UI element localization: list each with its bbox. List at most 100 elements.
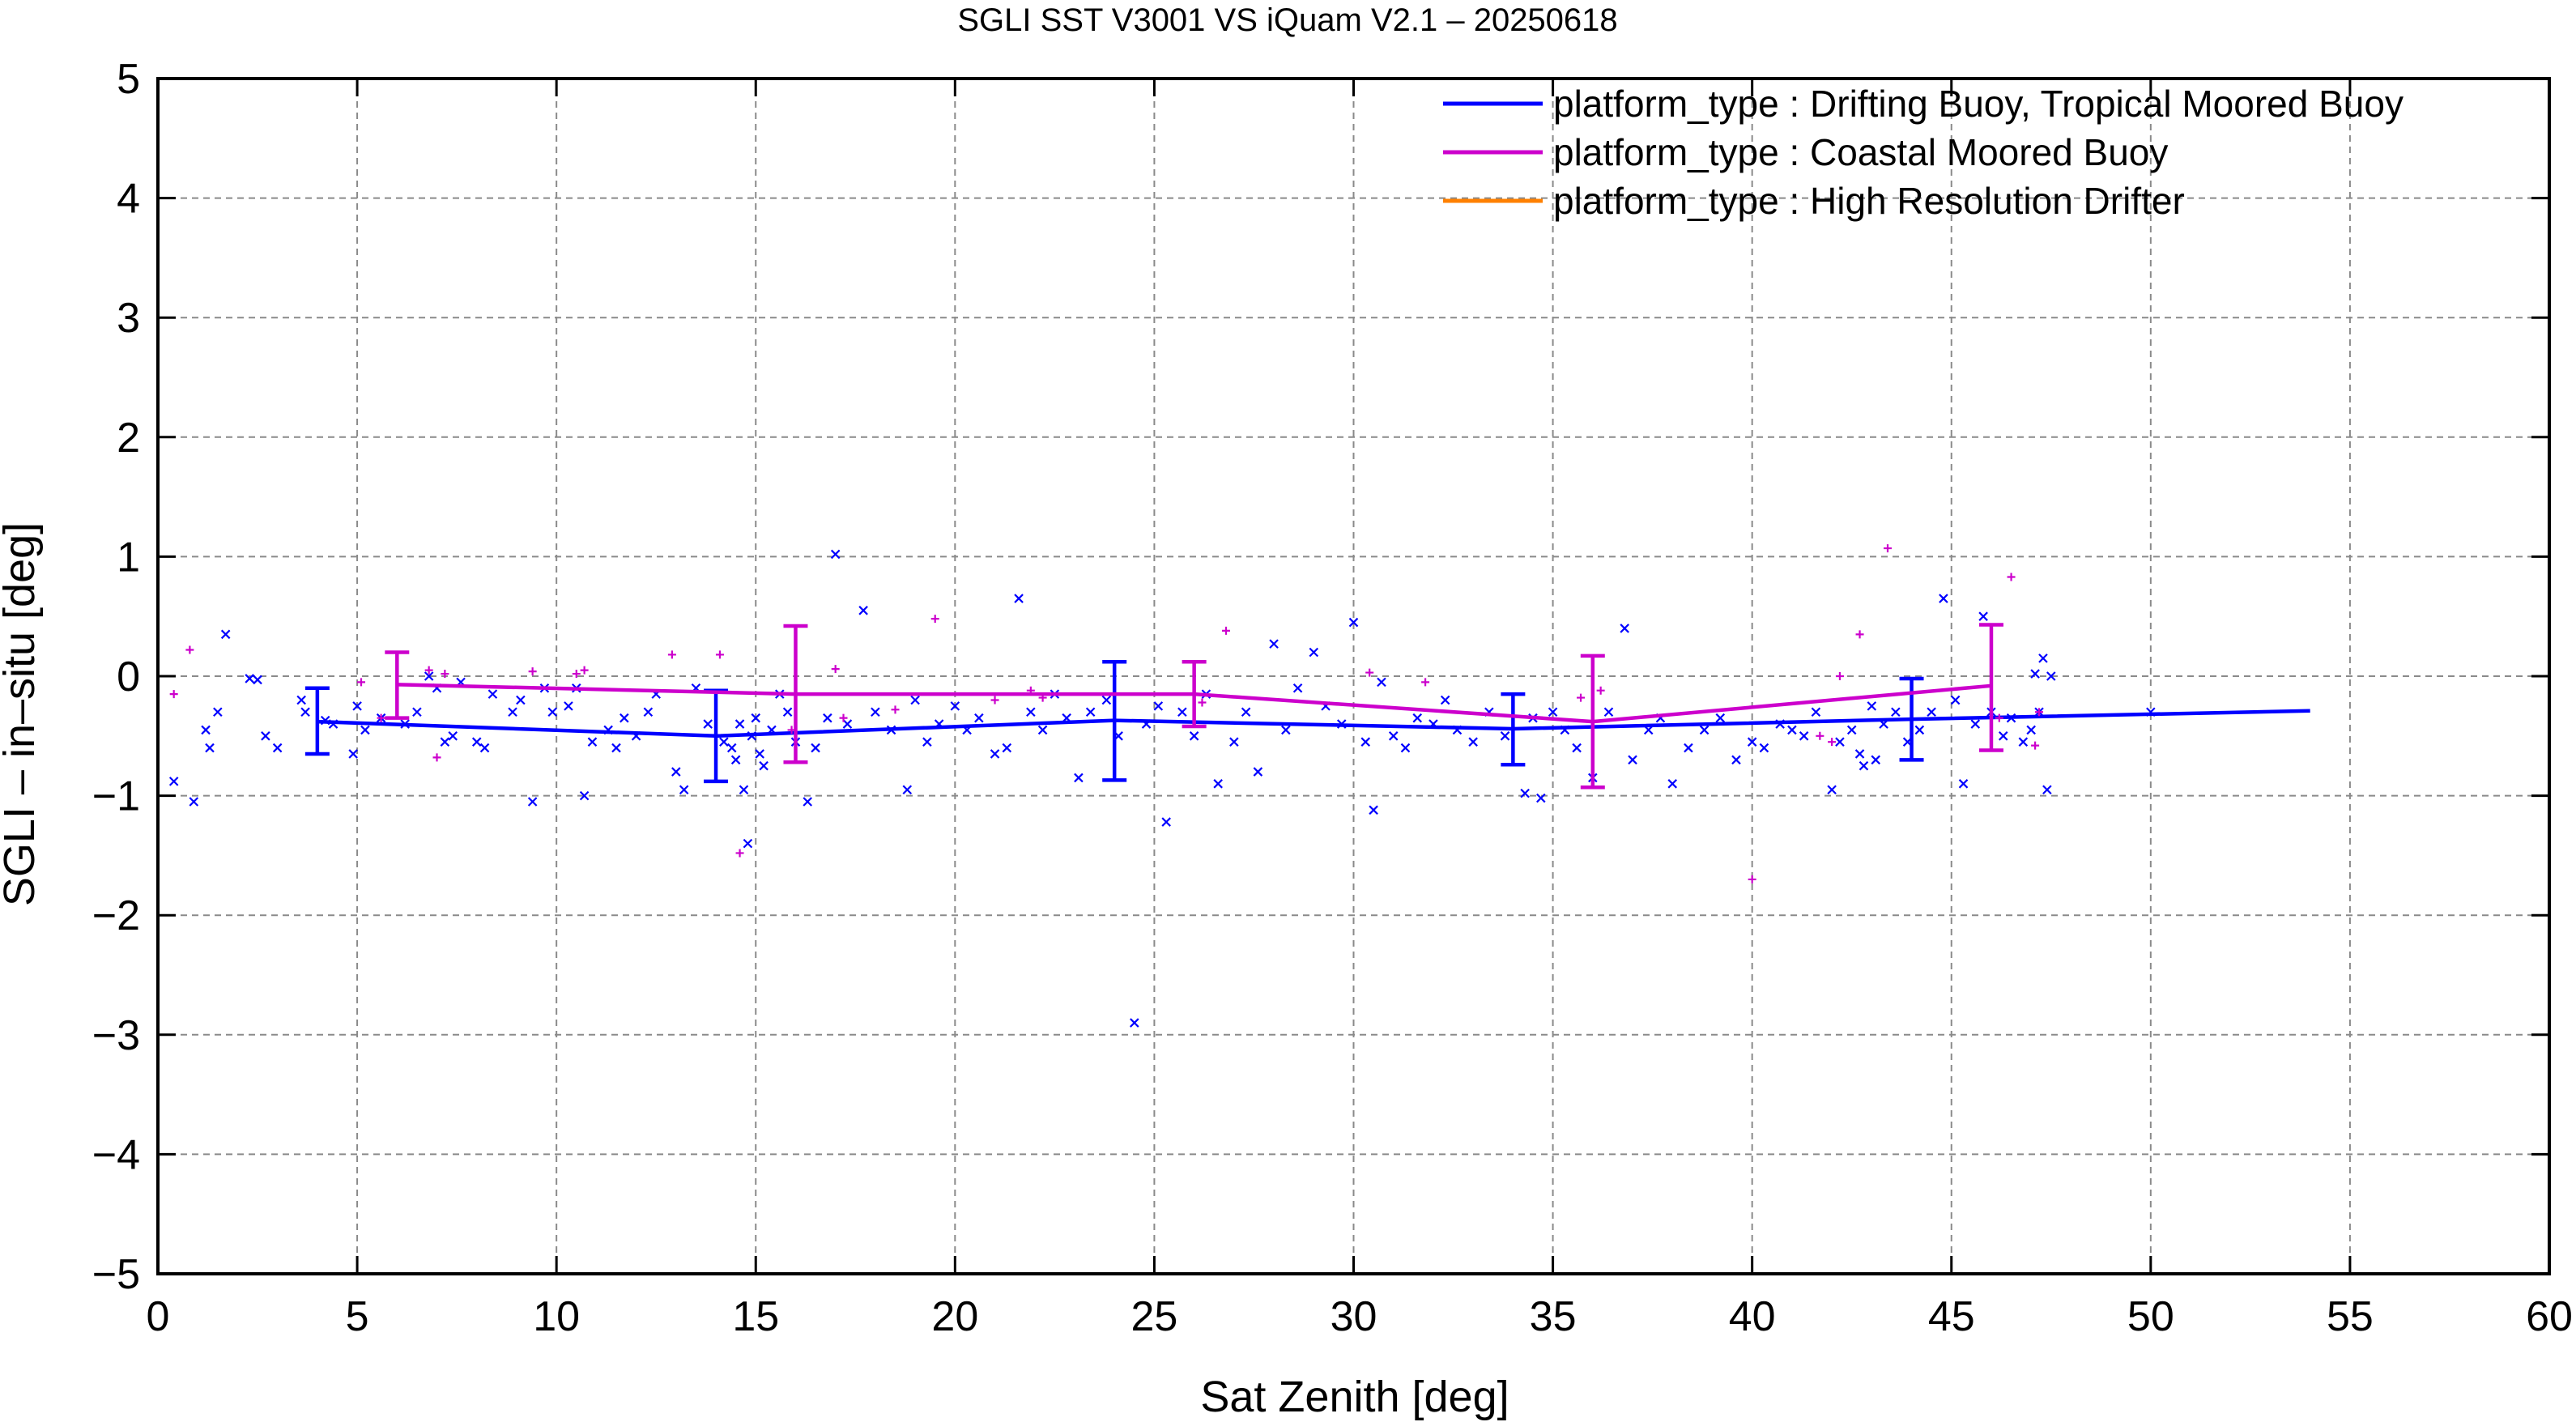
data-point	[755, 749, 764, 759]
data-point	[715, 650, 724, 659]
y-tick-label: 3	[117, 295, 140, 342]
data-point	[1421, 678, 1430, 687]
x-tick-label: 10	[533, 1293, 580, 1340]
data-point	[1400, 743, 1411, 753]
data-point	[1970, 719, 1981, 729]
data-point	[1101, 695, 1112, 705]
x-tick-label: 15	[732, 1293, 779, 1340]
data-point	[1037, 725, 1048, 735]
data-point	[296, 695, 306, 705]
data-point	[1222, 626, 1231, 635]
data-point	[1867, 701, 1877, 711]
data-point	[671, 767, 681, 777]
data-point	[1074, 773, 1084, 783]
y-tick-label: −1	[92, 773, 140, 820]
data-point	[950, 701, 960, 711]
y-axis-label: SGLI – in–situ [deg]	[0, 522, 44, 906]
data-point	[1161, 817, 1171, 827]
data-point	[1229, 737, 1239, 747]
data-point	[611, 743, 621, 753]
data-point	[471, 737, 482, 747]
data-point	[1292, 683, 1303, 693]
y-tick-label: 1	[117, 534, 140, 581]
data-point	[1269, 639, 1279, 649]
data-point	[1950, 695, 1961, 705]
data-point	[1787, 725, 1797, 735]
x-tick-label: 50	[2127, 1293, 2174, 1340]
data-point	[479, 743, 490, 753]
series-layer	[168, 544, 2310, 1028]
data-point	[448, 731, 458, 741]
data-point	[508, 707, 517, 717]
data-point	[1884, 544, 1892, 553]
data-point	[261, 731, 270, 741]
data-point	[1002, 743, 1012, 753]
data-point	[803, 797, 813, 807]
data-point	[169, 690, 178, 699]
data-point	[300, 707, 310, 717]
data-point	[1241, 707, 1251, 717]
data-point	[1871, 755, 1881, 765]
data-point	[643, 707, 654, 717]
data-point	[1827, 785, 1837, 794]
data-point	[2018, 737, 2029, 747]
data-point	[253, 675, 262, 685]
data-point	[1891, 707, 1901, 717]
data-point	[1189, 731, 1199, 741]
data-point	[2026, 725, 2036, 735]
data-point	[2031, 741, 2040, 750]
data-point	[2030, 669, 2040, 679]
data-point	[1816, 731, 1824, 740]
data-point	[679, 785, 689, 794]
data-point	[974, 713, 984, 723]
data-point	[1998, 731, 2008, 741]
x-tick-label: 45	[1928, 1293, 1975, 1340]
data-point	[2038, 654, 2048, 663]
data-point	[930, 615, 939, 624]
data-point	[1699, 725, 1710, 735]
data-point	[1348, 617, 1359, 628]
data-point	[739, 785, 749, 794]
data-point	[1854, 749, 1865, 759]
series-2	[169, 544, 2044, 883]
data-point	[1846, 725, 1857, 735]
x-tick-label: 60	[2526, 1293, 2573, 1340]
data-point	[2035, 708, 2044, 717]
data-point	[348, 749, 358, 759]
data-point	[910, 695, 920, 705]
data-point	[1085, 707, 1096, 717]
data-point	[412, 707, 422, 717]
data-point	[1811, 707, 1821, 717]
data-point	[1365, 668, 1374, 677]
data-point	[201, 725, 211, 735]
data-point	[1748, 875, 1756, 883]
y-tick-label: 5	[117, 56, 140, 103]
data-point	[440, 737, 450, 747]
data-point	[751, 713, 761, 723]
data-point	[1927, 707, 1936, 717]
data-point	[831, 665, 840, 674]
data-point	[1360, 737, 1371, 747]
data-point	[743, 838, 753, 849]
data-point	[1377, 677, 1386, 688]
data-point	[587, 737, 598, 747]
data-point	[1603, 707, 1614, 717]
data-point	[1684, 743, 1693, 753]
data-point	[1198, 698, 1207, 707]
data-point	[2046, 671, 2056, 681]
data-point	[579, 790, 590, 801]
data-point	[922, 737, 932, 747]
data-point	[1747, 737, 1757, 747]
data-point	[441, 670, 449, 679]
data-point	[205, 743, 215, 753]
data-point	[528, 667, 537, 676]
data-point	[1177, 707, 1187, 717]
data-point	[189, 797, 199, 807]
data-point	[1309, 647, 1319, 658]
data-point	[1014, 594, 1024, 603]
series-1	[168, 549, 2310, 1028]
data-point	[1500, 731, 1510, 741]
data-point	[1213, 779, 1223, 789]
data-point	[759, 760, 769, 771]
